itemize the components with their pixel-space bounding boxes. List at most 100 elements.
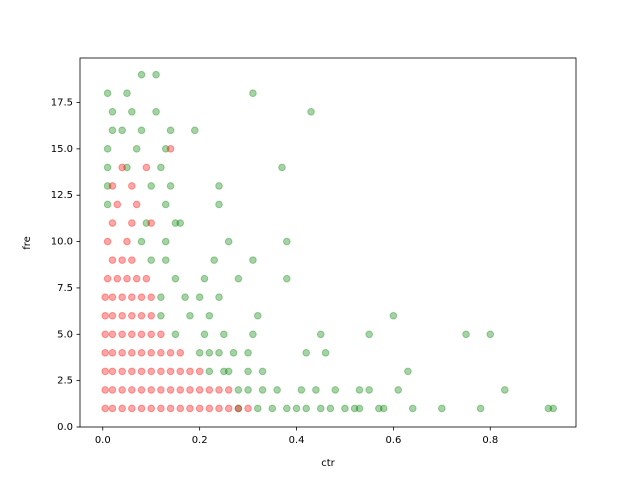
point	[215, 349, 223, 357]
point	[137, 367, 146, 376]
point	[283, 237, 291, 246]
point	[147, 182, 156, 190]
point	[142, 163, 151, 172]
point	[307, 107, 315, 116]
point	[316, 404, 325, 413]
point	[128, 404, 136, 413]
point	[137, 330, 146, 339]
point	[171, 219, 180, 227]
point	[118, 293, 126, 302]
point	[101, 349, 109, 357]
y-tick-label: 17.5	[51, 98, 73, 109]
point	[118, 311, 126, 320]
point	[108, 330, 117, 339]
point	[157, 404, 165, 413]
point	[544, 404, 553, 413]
point	[224, 237, 233, 246]
point	[176, 386, 185, 394]
point	[244, 367, 252, 376]
point	[147, 293, 156, 302]
point	[103, 200, 112, 209]
point	[118, 386, 126, 394]
y-tick-label: 10.0	[51, 237, 73, 248]
point	[157, 349, 165, 357]
point	[273, 386, 281, 394]
point	[341, 404, 349, 413]
y-tick-label: 0.0	[57, 422, 73, 433]
point	[103, 145, 112, 153]
point	[249, 89, 257, 98]
point	[123, 89, 131, 98]
point	[462, 330, 470, 339]
point	[147, 349, 156, 357]
point	[234, 404, 243, 413]
point	[365, 386, 373, 394]
point	[249, 256, 257, 264]
point	[355, 386, 364, 394]
point	[147, 256, 156, 264]
point	[283, 404, 291, 413]
point	[234, 404, 243, 413]
point	[137, 293, 146, 302]
point	[113, 274, 122, 283]
point	[157, 367, 165, 376]
point	[103, 182, 112, 190]
point	[161, 200, 170, 209]
point	[176, 367, 185, 376]
point	[128, 293, 136, 302]
y-axis-label: fre	[22, 236, 33, 250]
point	[215, 200, 223, 209]
point	[147, 386, 156, 394]
point	[101, 293, 109, 302]
point	[215, 404, 223, 413]
point	[253, 311, 262, 320]
x-tick-label: 0.8	[482, 435, 498, 446]
point	[118, 367, 126, 376]
point	[244, 404, 252, 413]
point	[205, 367, 214, 376]
point	[137, 70, 146, 79]
point	[142, 219, 151, 227]
point	[375, 404, 383, 413]
point	[103, 89, 112, 98]
point	[166, 145, 175, 153]
point	[118, 256, 126, 264]
point	[101, 367, 109, 376]
point	[215, 182, 223, 190]
point	[108, 386, 117, 394]
point	[132, 200, 141, 209]
point	[195, 293, 204, 302]
point	[404, 367, 412, 376]
x-tick-label: 0.4	[289, 435, 305, 446]
point	[176, 219, 185, 227]
point	[137, 311, 146, 320]
point	[108, 367, 117, 376]
point	[331, 386, 340, 394]
point	[394, 386, 403, 394]
point	[132, 145, 141, 153]
point	[195, 349, 204, 357]
point	[166, 386, 175, 394]
point	[147, 311, 156, 320]
point	[326, 404, 335, 413]
point	[123, 237, 131, 246]
point	[101, 311, 109, 320]
point	[210, 256, 218, 264]
x-tick-label: 0.6	[385, 435, 401, 446]
point	[108, 182, 117, 190]
point	[258, 367, 267, 376]
point	[108, 293, 117, 302]
point	[244, 349, 252, 357]
point	[128, 330, 136, 339]
point	[220, 330, 228, 339]
point	[128, 182, 136, 190]
point	[195, 386, 204, 394]
point	[316, 330, 325, 339]
point	[118, 404, 126, 413]
point	[103, 274, 112, 283]
point	[205, 404, 214, 413]
point	[118, 126, 126, 135]
point	[137, 237, 146, 246]
point	[108, 107, 117, 116]
